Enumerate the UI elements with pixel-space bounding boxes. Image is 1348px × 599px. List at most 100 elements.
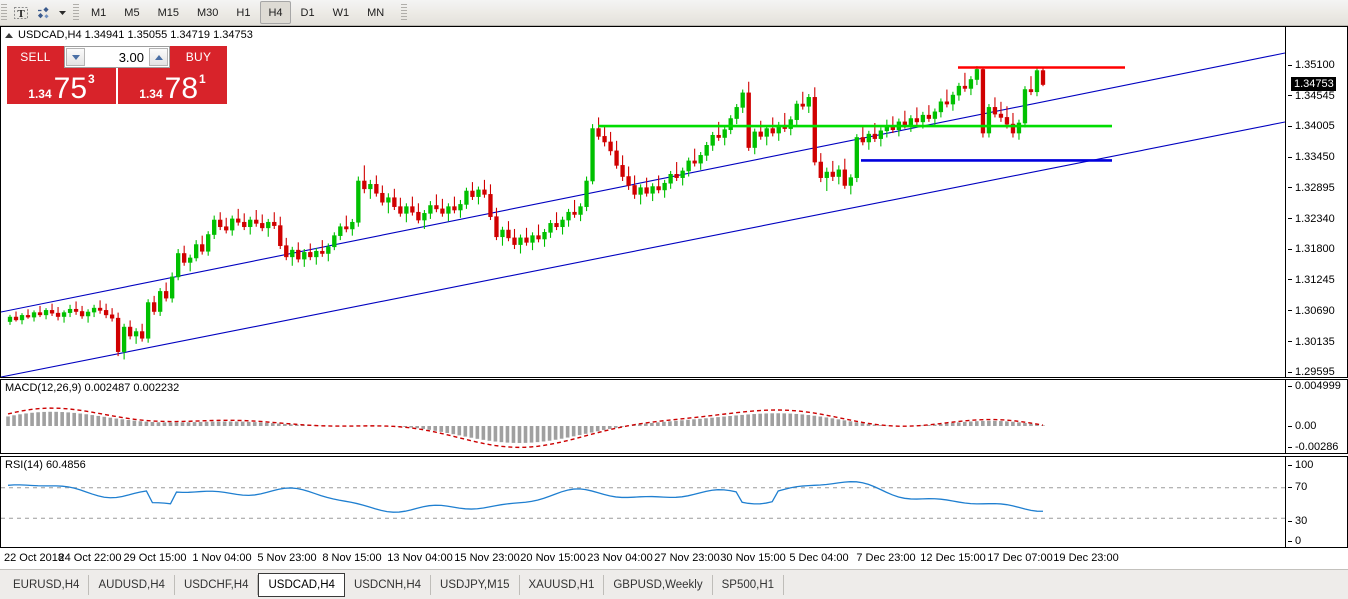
timeframe-button-d1[interactable]: D1: [300, 6, 315, 19]
rsi-tick-70: 70: [1288, 481, 1307, 493]
buy-price-fraction: 1: [199, 71, 206, 86]
chart-title-text: USDCAD,H4 1.34941 1.35055 1.34719 1.3475…: [18, 29, 253, 41]
candlestick-chart-canvas[interactable]: [1, 27, 1285, 377]
price-tick-1.34005: 1.34005: [1288, 120, 1335, 132]
timeframe-button-m5[interactable]: M5: [124, 6, 140, 19]
trade-controls-row: SELL 3.00 BUY: [7, 46, 227, 68]
chart-tab-usdjpy-m15[interactable]: USDJPY,M15: [431, 574, 520, 595]
collapse-triangle-icon[interactable]: [5, 32, 13, 38]
timeframe-button-mn[interactable]: MN: [367, 6, 385, 19]
time-tick: 19 Dec 23:00: [1053, 552, 1119, 564]
rsi-label: RSI(14) 60.4856: [5, 459, 86, 471]
trade-prices-row: 1.34 75 3 1.34 78 1: [7, 68, 227, 104]
chart-tab-usdcad-h4[interactable]: USDCAD,H4: [258, 572, 345, 597]
macd-histogram: [6, 411, 1045, 443]
sell-button[interactable]: SELL: [7, 46, 64, 68]
price-tick-1.32340: 1.32340: [1288, 213, 1335, 225]
price-tick-1.35100: 1.35100: [1288, 59, 1335, 71]
chart-title-bar: USDCAD,H4 1.34941 1.35055 1.34719 1.3475…: [5, 29, 253, 41]
toolbar-separator: [73, 3, 79, 22]
rsi-tick-0: 0: [1288, 535, 1301, 547]
time-tick: 30 Nov 15:00: [720, 552, 786, 564]
chart-tab-audusd-h4[interactable]: AUDUSD,H4: [89, 574, 175, 595]
toolbar-grip-handle[interactable]: [1, 3, 7, 22]
rsi-line: [7, 481, 1043, 513]
time-tick: 22 Oct 2018: [4, 552, 64, 564]
price-chart-panel[interactable]: USDCAD,H4 1.34941 1.35055 1.34719 1.3475…: [0, 26, 1348, 378]
time-tick: 7 Dec 23:00: [856, 552, 916, 564]
macd-scale: 0.004999 0.00 -0.00286: [1288, 380, 1347, 453]
volume-input[interactable]: 3.00: [118, 49, 144, 65]
sell-price-main: 75: [53, 71, 88, 105]
price-tick-1.33450: 1.33450: [1288, 151, 1335, 163]
indicators-icon[interactable]: [33, 1, 55, 24]
volume-increase-button[interactable]: [149, 48, 168, 66]
chart-tab-sp500-h1[interactable]: SP500,H1: [713, 574, 785, 595]
time-tick: 23 Nov 04:00: [587, 552, 653, 564]
text-tool-icon[interactable]: T: [9, 1, 33, 24]
price-tick-1.32895: 1.32895: [1288, 182, 1335, 194]
timeframe-button-m15[interactable]: M15: [157, 6, 179, 19]
macd-tick-0: 0.004999: [1288, 380, 1341, 392]
price-tick-1.31245: 1.31245: [1288, 274, 1335, 286]
rsi-indicator-panel[interactable]: RSI(14) 60.4856 100 70 30 0: [0, 456, 1348, 548]
macd-scale-divider: [1285, 380, 1286, 453]
time-tick: 29 Oct 15:00: [123, 552, 187, 564]
chart-tab-xauusd-h1[interactable]: XAUUSD,H1: [520, 574, 605, 595]
macd-tick-1: 0.00: [1288, 420, 1316, 432]
timeframe-button-w1[interactable]: W1: [332, 6, 350, 19]
time-tick: 24 Oct 22:00: [58, 552, 122, 564]
buy-price-main: 78: [164, 71, 199, 105]
price-tick-1.34545: 1.34545: [1288, 90, 1335, 102]
rsi-tick-100: 100: [1288, 459, 1313, 471]
sell-price-display[interactable]: 1.34 75 3: [7, 68, 116, 104]
time-tick: 13 Nov 04:00: [387, 552, 453, 564]
time-tick: 1 Nov 04:00: [192, 552, 252, 564]
buy-price-prefix: 1.34: [139, 86, 163, 101]
chart-tab-eurusd-h4[interactable]: EURUSD,H4: [4, 574, 90, 595]
chart-tab-bar: EURUSD,H4 AUDUSD,H4 USDCHF,H4 USDCAD,H4 USDC…: [0, 569, 1348, 599]
price-tick-1.29595: 1.29595: [1288, 366, 1335, 377]
time-axis[interactable]: 22 Oct 2018 24 Oct 22:00 29 Oct 15:00 1 Nov…: [0, 549, 1348, 568]
price-scale[interactable]: 1.35100 1.34545 1.34005 1.33450 1.32895 1.323…: [1288, 27, 1347, 377]
ascending-channel: [1, 52, 1285, 377]
price-scale-divider: [1285, 27, 1286, 377]
timeframe-button-h4[interactable]: H4: [260, 1, 291, 24]
spinner-up-icon: [154, 54, 163, 60]
chart-tab-usdchf-h4[interactable]: USDCHF,H4: [175, 574, 259, 595]
time-tick: 17 Dec 07:00: [987, 552, 1053, 564]
time-tick: 27 Nov 23:00: [654, 552, 720, 564]
rsi-chart-canvas: [1, 481, 1285, 519]
time-tick: 12 Dec 15:00: [920, 552, 986, 564]
macd-chart-canvas: [6, 407, 1045, 449]
price-tick-1.31800: 1.31800: [1288, 243, 1335, 255]
timeframe-button-m30[interactable]: M30: [196, 6, 219, 19]
sell-price-fraction: 3: [88, 71, 95, 86]
price-tick-1.30135: 1.30135: [1288, 336, 1335, 348]
current-price-tag: 1.34753: [1291, 77, 1336, 92]
chevron-down-icon[interactable]: [55, 1, 70, 24]
macd-indicator-panel[interactable]: MACD(12,26,9) 0.002487 0.002232 0.004999…: [0, 379, 1348, 454]
sell-price-prefix: 1.34: [28, 86, 52, 101]
one-click-trading-box: SELL 3.00 BUY 1.34 75 3: [7, 46, 227, 104]
time-tick: 5 Nov 23:00: [257, 552, 317, 564]
macd-tick-2: -0.00286: [1288, 441, 1338, 453]
chart-tab-usdcnh-h4[interactable]: USDCNH,H4: [345, 574, 432, 595]
volume-stepper[interactable]: 3.00: [64, 46, 170, 68]
main-toolbar: T M1 M5 M15 M30 H1 H4 D1 W1 MN: [0, 0, 1348, 26]
chart-tab-gbpusd-weekly[interactable]: GBPUSD,Weekly: [604, 574, 713, 595]
macd-label: MACD(12,26,9) 0.002487 0.002232: [5, 382, 180, 394]
buy-price-display[interactable]: 1.34 78 1: [118, 68, 227, 104]
rsi-tick-30: 30: [1288, 515, 1307, 527]
rsi-scale: 100 70 30 0: [1288, 457, 1347, 547]
toolbar-grip-handle-right[interactable]: [401, 3, 408, 22]
timeframe-button-m1[interactable]: M1: [91, 6, 107, 19]
timeframe-button-group: M1 M5 M15 M30 H1 H4 D1 W1 MN: [82, 1, 393, 24]
candle-series: [7, 66, 1046, 360]
volume-decrease-button[interactable]: [66, 48, 85, 66]
svg-text:T: T: [17, 8, 25, 20]
timeframe-button-h1[interactable]: H1: [236, 6, 251, 19]
buy-button[interactable]: BUY: [170, 46, 227, 68]
rsi-scale-divider: [1285, 457, 1286, 547]
